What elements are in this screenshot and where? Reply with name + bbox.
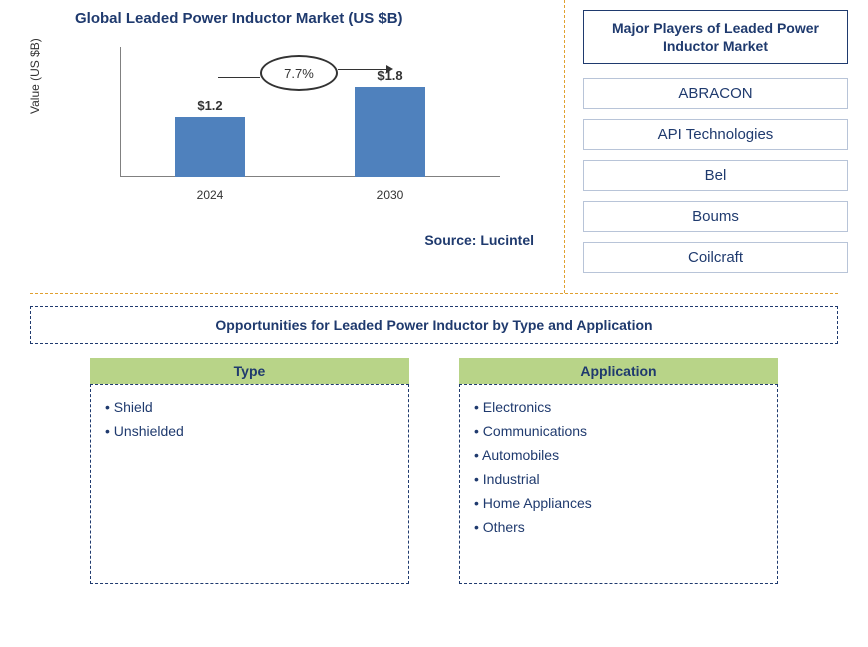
player-box: API Technologies: [583, 119, 848, 150]
column-header: Application: [459, 358, 778, 384]
player-box: Bel: [583, 160, 848, 191]
list-item: Automobiles: [474, 443, 763, 467]
opportunities-columns: TypeShieldUnshieldedApplicationElectroni…: [30, 358, 838, 584]
player-box: Boums: [583, 201, 848, 232]
list-item: Others: [474, 515, 763, 539]
list-item: Industrial: [474, 467, 763, 491]
chart-bar: [175, 117, 245, 177]
list-item: Unshielded: [105, 419, 394, 443]
list-item: Electronics: [474, 395, 763, 419]
top-row: Global Leaded Power Inductor Market (US …: [0, 0, 868, 293]
opportunity-column: ApplicationElectronicsCommunicationsAuto…: [459, 358, 778, 584]
bar-value-label: $1.2: [175, 98, 245, 113]
x-tick-label: 2030: [355, 188, 425, 202]
bar-chart: Value (US $B) 7.7% $1.22024$1.82030: [80, 47, 500, 207]
chart-bar: [355, 87, 425, 177]
column-header: Type: [90, 358, 409, 384]
y-axis-label: Value (US $B): [28, 38, 42, 114]
list-item: Home Appliances: [474, 491, 763, 515]
opportunities-region: Opportunities for Leaded Power Inductor …: [0, 294, 868, 594]
players-region: Major Players of Leaded Power Inductor M…: [565, 0, 868, 293]
players-list: ABRACON API Technologies Bel Boums Coilcraft: [583, 78, 848, 273]
column-body: ShieldUnshielded: [90, 384, 409, 584]
chart-title: Global Leaded Power Inductor Market (US …: [75, 10, 544, 27]
bar-value-label: $1.8: [355, 68, 425, 83]
y-axis-line: [120, 47, 121, 177]
player-box: ABRACON: [583, 78, 848, 109]
opportunities-title: Opportunities for Leaded Power Inductor …: [30, 306, 838, 344]
source-label: Source: Lucintel: [20, 232, 534, 248]
x-tick-label: 2024: [175, 188, 245, 202]
list-item: Communications: [474, 419, 763, 443]
players-title: Major Players of Leaded Power Inductor M…: [583, 10, 848, 64]
list-item: Shield: [105, 395, 394, 419]
opportunity-column: TypeShieldUnshielded: [90, 358, 409, 584]
growth-label-ellipse: 7.7%: [260, 55, 338, 91]
growth-value: 7.7%: [284, 66, 314, 81]
column-body: ElectronicsCommunicationsAutomobilesIndu…: [459, 384, 778, 584]
chart-region: Global Leaded Power Inductor Market (US …: [0, 0, 565, 293]
player-box: Coilcraft: [583, 242, 848, 273]
growth-connector-left: [218, 77, 260, 78]
